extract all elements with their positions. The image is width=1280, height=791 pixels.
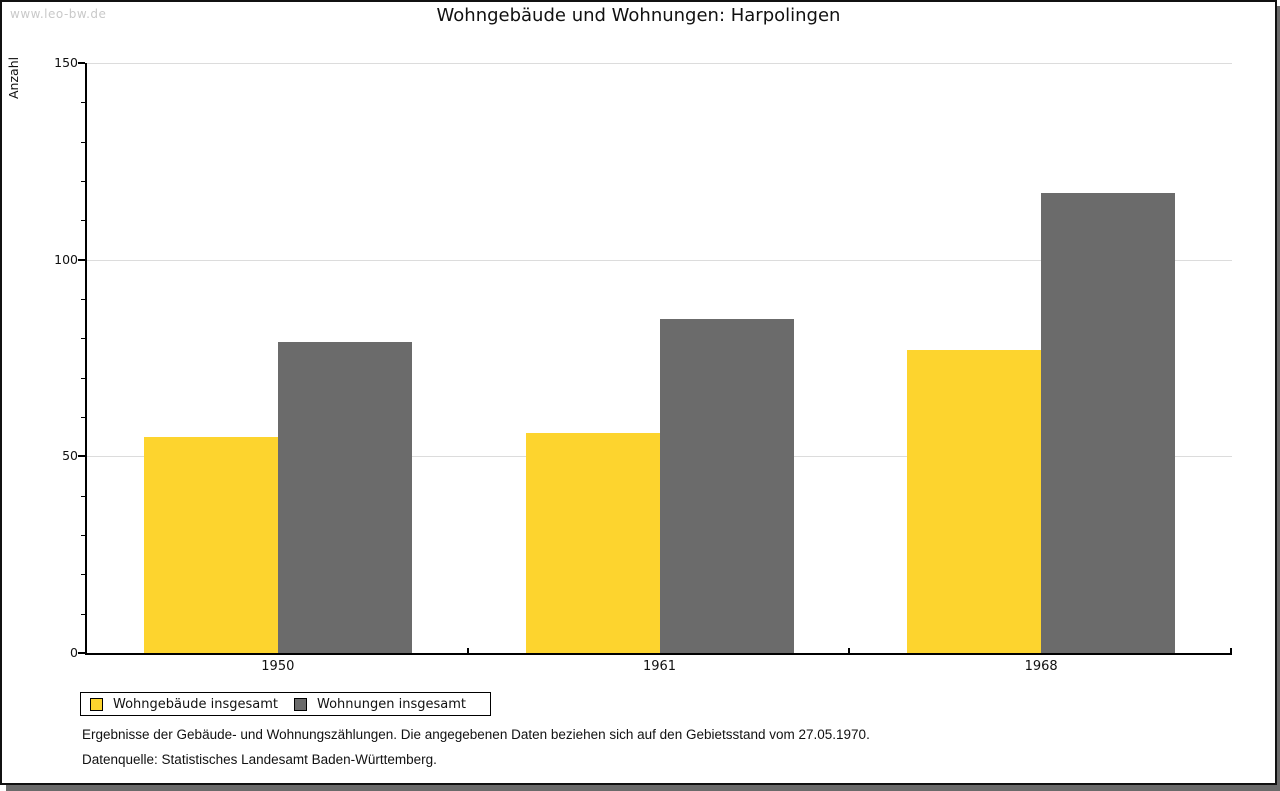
y-axis-title: Anzahl bbox=[6, 56, 21, 99]
y-minor-tick-80 bbox=[81, 338, 85, 340]
x-category-label-1961: 1961 bbox=[642, 659, 677, 674]
footer-note: Ergebnisse der Gebäude- und Wohnungszähl… bbox=[82, 727, 870, 742]
watermark-text: www.leo-bw.de bbox=[10, 7, 107, 21]
y-minor-tick-20 bbox=[81, 574, 85, 576]
y-minor-tick-130 bbox=[81, 141, 85, 143]
x-category-label-1950: 1950 bbox=[261, 659, 295, 674]
x-axis-tick-3 bbox=[1230, 648, 1232, 653]
legend-label-wohnungen: Wohnungen insgesamt bbox=[317, 696, 466, 712]
y-minor-tick-60 bbox=[81, 417, 85, 418]
bar-1968-series-0 bbox=[907, 350, 1041, 653]
y-minor-tick-140 bbox=[81, 102, 85, 104]
y-major-tick-50 bbox=[78, 455, 85, 458]
bar-1961-series-0 bbox=[526, 432, 660, 653]
y-major-tick-150 bbox=[78, 62, 85, 64]
bar-1950-series-0 bbox=[144, 436, 278, 653]
legend-label-wohngebaeude: Wohngebäude insgesamt bbox=[113, 696, 278, 712]
legend: Wohngebäude insgesamt Wohnungen insgesam… bbox=[80, 692, 491, 716]
y-minor-tick-30 bbox=[81, 535, 85, 536]
y-minor-tick-70 bbox=[81, 377, 85, 379]
footer-source: Datenquelle: Statistisches Landesamt Bad… bbox=[82, 752, 437, 767]
bar-1950-series-1 bbox=[278, 342, 412, 653]
y-minor-tick-40 bbox=[81, 495, 85, 497]
legend-swatch-wohnungen bbox=[294, 697, 307, 711]
legend-swatch-wohngebaeude bbox=[90, 697, 103, 711]
gridline-150 bbox=[87, 63, 1232, 64]
y-minor-tick-10 bbox=[81, 613, 85, 615]
bar-1961-series-1 bbox=[660, 318, 794, 653]
bar-1968-series-1 bbox=[1041, 192, 1175, 653]
plot-area: 0 50 100 150 1950 1961 1968 bbox=[54, 55, 1232, 674]
legend-item-wohnungen: Wohnungen insgesamt bbox=[294, 697, 466, 712]
y-tick-label-50: 50 bbox=[62, 448, 78, 464]
y-minor-tick-120 bbox=[81, 181, 85, 182]
x-axis-tick-2 bbox=[848, 648, 850, 653]
y-major-tick-100 bbox=[78, 258, 85, 261]
y-tick-label-100: 100 bbox=[54, 251, 78, 267]
y-major-tick-0 bbox=[78, 652, 85, 654]
page-title: Wohngebäude und Wohnungen: Harpolingen bbox=[436, 5, 841, 26]
gridline-100 bbox=[87, 259, 1232, 261]
x-axis-tick-1 bbox=[467, 648, 469, 653]
y-tick-label-0: 0 bbox=[70, 645, 78, 660]
y-tick-label-150: 150 bbox=[54, 55, 78, 70]
x-category-label-1968: 1968 bbox=[1024, 659, 1058, 674]
legend-item-wohngebaeude: Wohngebäude insgesamt bbox=[90, 697, 278, 712]
y-minor-tick-110 bbox=[81, 220, 85, 222]
y-minor-tick-90 bbox=[81, 299, 85, 300]
